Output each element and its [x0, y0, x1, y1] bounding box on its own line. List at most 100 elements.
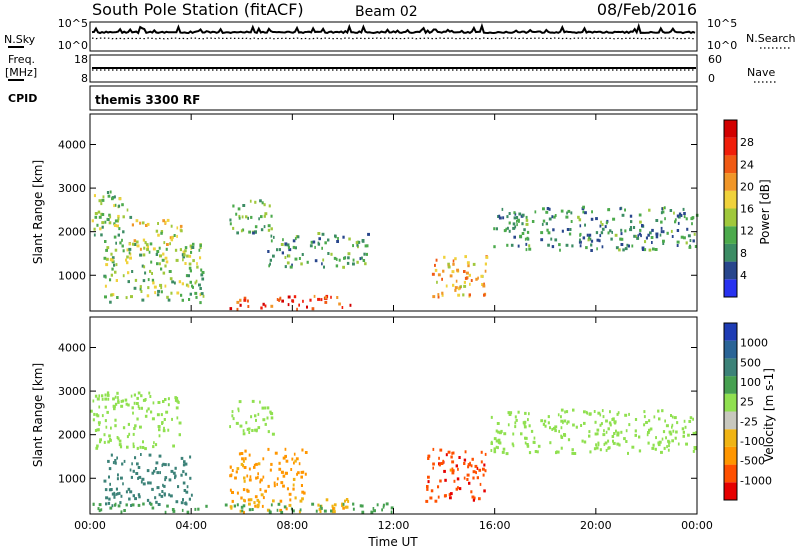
heatmap-cell [154, 467, 157, 470]
heatmap-cell [443, 494, 447, 498]
heatmap-cell [94, 212, 98, 215]
heatmap-cell [273, 235, 275, 239]
heatmap-cell [127, 487, 131, 491]
heatmap-cell [302, 299, 304, 303]
heatmap-cell [361, 504, 364, 508]
heatmap-cell [579, 244, 582, 248]
heatmap-cell [163, 418, 166, 421]
heatmap-cell [129, 468, 132, 472]
heatmap-cell [601, 245, 604, 249]
heatmap-cell [248, 467, 251, 471]
heatmap-cell [651, 228, 654, 232]
heatmap-cell [317, 297, 321, 301]
heatmap-cell [229, 474, 232, 478]
heatmap-cell [251, 429, 254, 432]
heatmap-cell [147, 286, 150, 290]
heatmap-cell [589, 450, 592, 454]
heatmap-cell [314, 259, 318, 263]
heatmap-cell [113, 263, 116, 267]
heatmap-cell [575, 425, 578, 429]
heatmap-cell [475, 471, 477, 475]
heatmap-cell [507, 423, 510, 427]
heatmap-cell [521, 222, 524, 226]
heatmap-cell [483, 463, 486, 467]
heatmap-cell [247, 427, 251, 431]
heatmap-cell [508, 212, 511, 215]
heatmap-cell [616, 442, 620, 446]
heatmap-cell [159, 262, 161, 266]
heatmap-cell [152, 401, 155, 405]
heatmap-cell [619, 207, 622, 211]
heatmap-cell [183, 489, 187, 492]
heatmap-cell [497, 430, 500, 434]
heatmap-cell [116, 436, 119, 439]
heatmap-cell [356, 243, 359, 247]
heatmap-cell [148, 391, 151, 395]
heatmap-cell [502, 216, 505, 220]
y-tick-label: 3000 [58, 182, 86, 195]
heatmap-cell [107, 459, 110, 463]
heatmap-cell [181, 282, 184, 286]
heatmap-cell [160, 267, 163, 271]
heatmap-cell [482, 284, 486, 288]
colorbar-swatch [724, 340, 737, 359]
heatmap-cell [115, 263, 118, 267]
heatmap-cell [688, 420, 692, 423]
heatmap-cell [512, 222, 516, 226]
heatmap-cell [250, 215, 253, 219]
heatmap-cell [572, 423, 575, 427]
power-y-axis: 1000 2000 3000 4000 [58, 139, 697, 282]
heatmap-cell [256, 505, 260, 509]
heatmap-cell [133, 286, 137, 290]
heatmap-cell [333, 256, 337, 260]
heatmap-cell [560, 209, 564, 213]
heatmap-cell [135, 402, 139, 405]
heatmap-cell [255, 418, 257, 422]
heatmap-cell [286, 261, 290, 265]
heatmap-cell [174, 476, 176, 480]
heatmap-cell [281, 299, 284, 303]
heatmap-cell [457, 293, 461, 297]
heatmap-cell [484, 469, 487, 473]
heatmap-cell [335, 264, 339, 268]
heatmap-cell [272, 254, 275, 258]
heatmap-cell [150, 410, 153, 414]
heatmap-cell [132, 469, 135, 473]
colorbar-swatch [724, 155, 737, 174]
heatmap-cell [435, 258, 438, 262]
heatmap-cell [200, 273, 204, 277]
heatmap-cell [160, 494, 164, 498]
heatmap-cell [122, 482, 124, 486]
heatmap-cell [250, 415, 253, 419]
heatmap-cell [136, 446, 139, 450]
heatmap-cell [199, 293, 202, 297]
heatmap-cell [475, 277, 478, 281]
heatmap-cell [268, 264, 270, 268]
heatmap-cell [344, 505, 348, 509]
freq-label: Freq. [8, 53, 35, 66]
heatmap-cell [149, 481, 152, 485]
heatmap-cell [239, 509, 242, 513]
heatmap-cell [105, 502, 108, 506]
heatmap-cell [152, 247, 156, 251]
heatmap-cell [359, 257, 362, 261]
velocity-plot-area [90, 317, 697, 514]
colorbar-swatch [724, 120, 737, 138]
heatmap-cell [347, 252, 351, 256]
heatmap-cell [262, 302, 265, 306]
heatmap-cell [280, 510, 284, 514]
heatmap-cell [159, 254, 162, 258]
heatmap-cell [533, 436, 536, 440]
heatmap-cell [279, 499, 283, 503]
heatmap-cell [603, 442, 606, 446]
heatmap-cell [144, 271, 147, 275]
heatmap-cell [99, 440, 102, 444]
heatmap-cell [126, 445, 129, 449]
heatmap-cell [136, 417, 139, 421]
heatmap-cell [317, 503, 320, 507]
heatmap-cell [157, 401, 161, 404]
heatmap-cell [235, 470, 238, 474]
heatmap-cell [92, 502, 95, 506]
heatmap-cell [554, 429, 557, 433]
heatmap-cell [276, 482, 278, 486]
